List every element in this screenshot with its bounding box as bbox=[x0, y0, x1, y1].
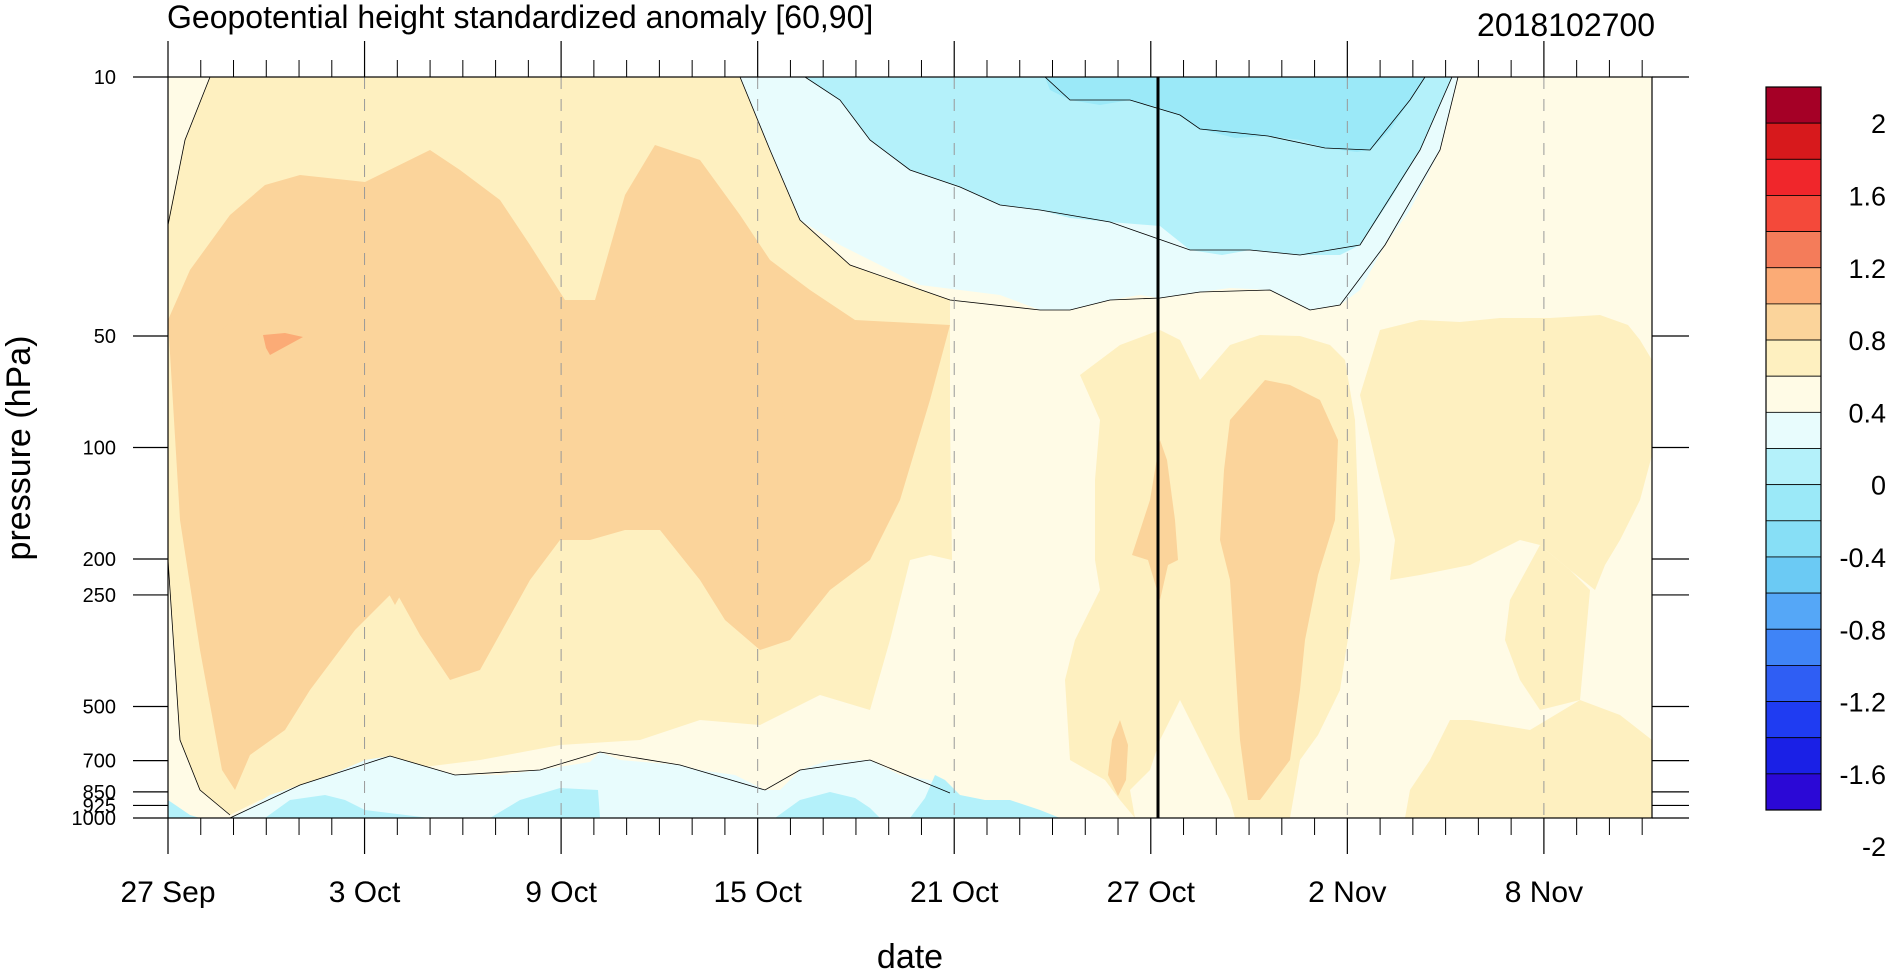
y-tick-label: 250 bbox=[83, 585, 116, 607]
region-neg-bottom-1 bbox=[265, 795, 430, 818]
region-neg-bottom-left bbox=[168, 800, 200, 818]
y-tick-label: 10 bbox=[94, 67, 116, 89]
x-axis-label: date bbox=[877, 938, 943, 969]
y-tick-label: 200 bbox=[83, 549, 116, 571]
region-neg-bottom-3 bbox=[775, 792, 880, 818]
y-tick-label: 500 bbox=[83, 696, 116, 718]
date-label: 2018102700 bbox=[1477, 7, 1655, 43]
colorbar-swatch bbox=[1765, 339, 1822, 377]
y-axis-label: pressure (hPa) bbox=[0, 336, 38, 561]
y-tick-label: 100 bbox=[83, 438, 116, 460]
colorbar-swatch bbox=[1765, 665, 1822, 702]
colorbar-label: -2 bbox=[1862, 832, 1886, 862]
colorbar-swatch bbox=[1765, 86, 1822, 124]
region-pos-04-right-mid bbox=[1505, 545, 1590, 710]
colorbar-swatch bbox=[1765, 592, 1822, 630]
x-tick-label: 9 Oct bbox=[525, 876, 597, 909]
colorbar-swatch bbox=[1765, 122, 1822, 160]
colorbar-label: 0.8 bbox=[1848, 326, 1886, 356]
region-pos-08-12-spot bbox=[263, 333, 303, 355]
colorbar-label: -1.2 bbox=[1839, 688, 1886, 718]
colorbar-swatch bbox=[1765, 520, 1822, 558]
y-tick-label: 50 bbox=[94, 326, 116, 348]
y-tick-label: 850 bbox=[83, 782, 116, 804]
region-neg-0-04-bottom bbox=[230, 752, 950, 818]
region-pos-08-mid-right bbox=[1220, 380, 1338, 800]
y-tick-label: 700 bbox=[83, 751, 116, 773]
colorbar-swatch bbox=[1765, 556, 1822, 594]
colorbar-swatch bbox=[1765, 158, 1822, 196]
x-tick-label: 8 Nov bbox=[1505, 876, 1583, 909]
x-tick-label: 2 Nov bbox=[1308, 876, 1386, 909]
colorbar-swatch bbox=[1765, 773, 1822, 811]
x-tick-label: 3 Oct bbox=[329, 876, 401, 909]
colorbar-label: 0 bbox=[1871, 471, 1886, 501]
colorbar: 2 1.6 1.2 0.8 0.4 0 -0.4 -0.8 -1.2 -1.6 -2 bbox=[1765, 86, 1886, 862]
colorbar-swatch bbox=[1765, 411, 1822, 449]
colorbar-frame bbox=[1765, 86, 1822, 811]
region-pos-inner-left bbox=[218, 284, 515, 605]
contour-lines bbox=[168, 77, 1459, 818]
colorbar-label: -1.6 bbox=[1839, 760, 1886, 790]
y-tick-label: 925 bbox=[83, 795, 116, 817]
colorbar-label: -0.4 bbox=[1839, 543, 1886, 573]
colorbar-swatch bbox=[1765, 448, 1822, 486]
colorbar-swatch bbox=[1765, 484, 1822, 522]
colorbar-swatch bbox=[1765, 231, 1822, 269]
colorbar-swatch bbox=[1765, 267, 1822, 305]
colorbar-swatch bbox=[1765, 701, 1822, 739]
region-pos-0-mid-right-gap bbox=[1130, 700, 1235, 818]
region-pos-inner-mid bbox=[620, 312, 785, 575]
y-tick-label: 1000 bbox=[72, 808, 117, 830]
region-pos-04-right-lower bbox=[1405, 700, 1652, 818]
contour-fills bbox=[168, 77, 1652, 818]
colorbar-swatch bbox=[1765, 628, 1822, 666]
x-axis: 27 Sep 3 Oct 9 Oct 15 Oct 21 Oct 27 Oct 2 Nov 8… bbox=[120, 41, 1583, 909]
chart-title: Geopotential height standardized anomaly… bbox=[167, 0, 873, 35]
vertical-gridlines bbox=[364, 77, 1545, 818]
x-tick-label: 15 Oct bbox=[713, 876, 802, 909]
x-minor-ticks bbox=[200, 60, 1643, 835]
colorbar-swatch bbox=[1765, 195, 1822, 232]
colorbar-label: 2 bbox=[1871, 109, 1886, 139]
x-tick-label: 27 Oct bbox=[1107, 876, 1196, 909]
colorbar-label: 0.4 bbox=[1848, 398, 1886, 428]
region-pos-08-sliver bbox=[1132, 440, 1178, 600]
colorbar-swatch bbox=[1765, 737, 1822, 775]
colorbar-swatch bbox=[1765, 375, 1822, 413]
x-tick-label: 21 Oct bbox=[910, 876, 999, 909]
region-pos-08-small bbox=[1108, 720, 1128, 796]
region-neg-bottom-4 bbox=[910, 775, 1060, 818]
colorbar-label: 1.6 bbox=[1848, 181, 1886, 211]
region-neg-08-12-top bbox=[1045, 77, 1425, 152]
colorbar-label: -0.8 bbox=[1839, 615, 1886, 645]
colorbar-swatch bbox=[1765, 303, 1822, 341]
region-pos-04-right-upper bbox=[1360, 315, 1652, 590]
colorbar-label: 1.2 bbox=[1848, 254, 1886, 284]
x-tick-label: 27 Sep bbox=[120, 876, 215, 909]
region-neg-bottom-2 bbox=[490, 788, 600, 818]
